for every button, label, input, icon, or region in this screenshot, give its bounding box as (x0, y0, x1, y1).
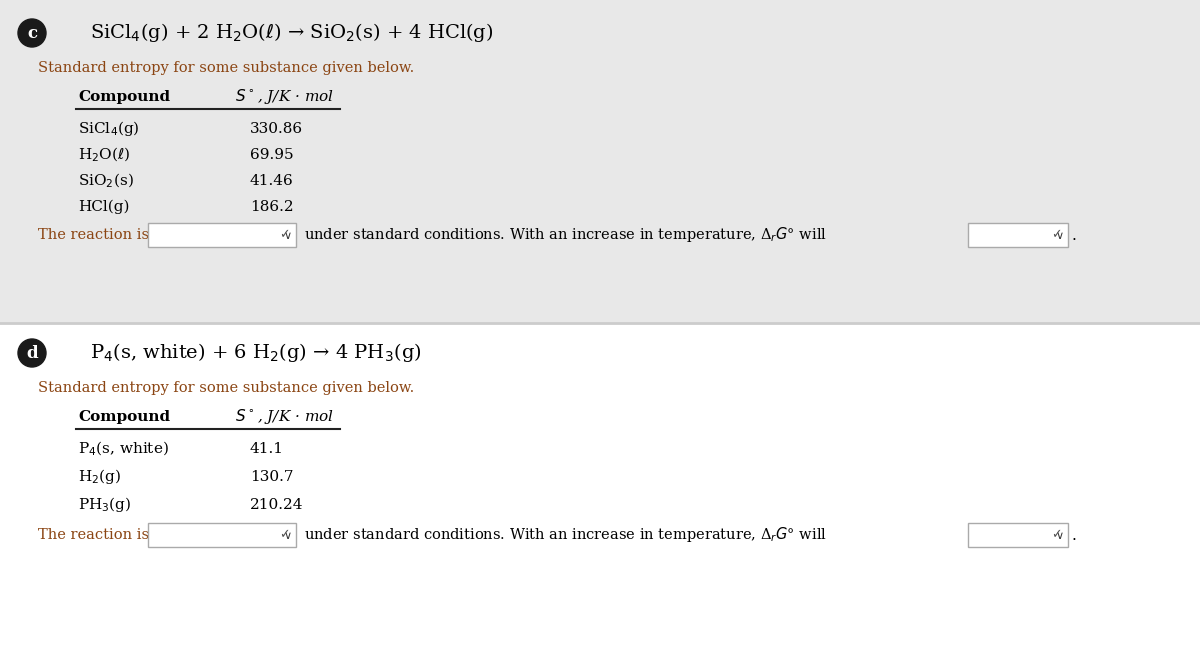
Text: 41.1: 41.1 (250, 442, 284, 456)
Text: SiCl$_4$(g): SiCl$_4$(g) (78, 119, 139, 139)
Text: ✓: ✓ (278, 228, 289, 241)
Text: H$_2$O($\ell$): H$_2$O($\ell$) (78, 146, 130, 164)
Text: under standard conditions. With an increase in temperature, Δ$_r$$G$° will: under standard conditions. With an incre… (304, 526, 827, 544)
Text: ✓: ✓ (1051, 528, 1061, 542)
Text: ∨: ∨ (1056, 231, 1064, 241)
Text: .: . (1072, 228, 1076, 243)
Bar (148, 223, 296, 247)
Circle shape (18, 339, 46, 367)
Text: ✓: ✓ (278, 528, 289, 542)
Text: PH$_3$(g): PH$_3$(g) (78, 495, 132, 515)
Text: H$_2$(g): H$_2$(g) (78, 468, 121, 486)
Text: P$_4$(s, white) + 6 H$_2$(g) → 4 PH$_3$(g): P$_4$(s, white) + 6 H$_2$(g) → 4 PH$_3$(… (90, 341, 421, 364)
Text: Standard entropy for some substance given below.: Standard entropy for some substance give… (38, 61, 414, 75)
Text: 210.24: 210.24 (250, 498, 304, 512)
Text: HCl(g): HCl(g) (78, 200, 130, 214)
Text: 130.7: 130.7 (250, 470, 294, 484)
Text: $S^\circ$, J/K · mol: $S^\circ$, J/K · mol (235, 88, 334, 106)
Bar (968, 523, 1068, 547)
Circle shape (18, 19, 46, 47)
Bar (0, 0, 1200, 323)
Text: Standard entropy for some substance given below.: Standard entropy for some substance give… (38, 381, 414, 395)
Text: Compound: Compound (78, 90, 170, 104)
Bar (0, 323, 1200, 645)
Text: $S^\circ$, J/K · mol: $S^\circ$, J/K · mol (235, 408, 334, 426)
Text: The reaction is: The reaction is (38, 528, 149, 542)
Text: SiO$_2$(s): SiO$_2$(s) (78, 172, 133, 190)
Text: 330.86: 330.86 (250, 122, 304, 136)
Text: The reaction is: The reaction is (38, 228, 149, 242)
Text: 41.46: 41.46 (250, 174, 294, 188)
Text: d: d (26, 344, 38, 361)
Text: ✓: ✓ (1051, 228, 1061, 241)
Bar (148, 523, 296, 547)
Text: P$_4$(s, white): P$_4$(s, white) (78, 440, 169, 458)
Text: ∨: ∨ (1056, 531, 1064, 541)
Text: under standard conditions. With an increase in temperature, Δ$_r$$G$° will: under standard conditions. With an incre… (304, 226, 827, 244)
Text: SiCl$_4$(g) + 2 H$_2$O($\ell$) → SiO$_2$(s) + 4 HCl(g): SiCl$_4$(g) + 2 H$_2$O($\ell$) → SiO$_2$… (90, 21, 493, 45)
Text: Compound: Compound (78, 410, 170, 424)
Text: 69.95: 69.95 (250, 148, 294, 162)
Text: ∨: ∨ (284, 231, 292, 241)
Text: 186.2: 186.2 (250, 200, 294, 214)
Bar (968, 223, 1068, 247)
Text: .: . (1072, 528, 1076, 542)
Text: c: c (26, 25, 37, 41)
Text: ∨: ∨ (284, 531, 292, 541)
